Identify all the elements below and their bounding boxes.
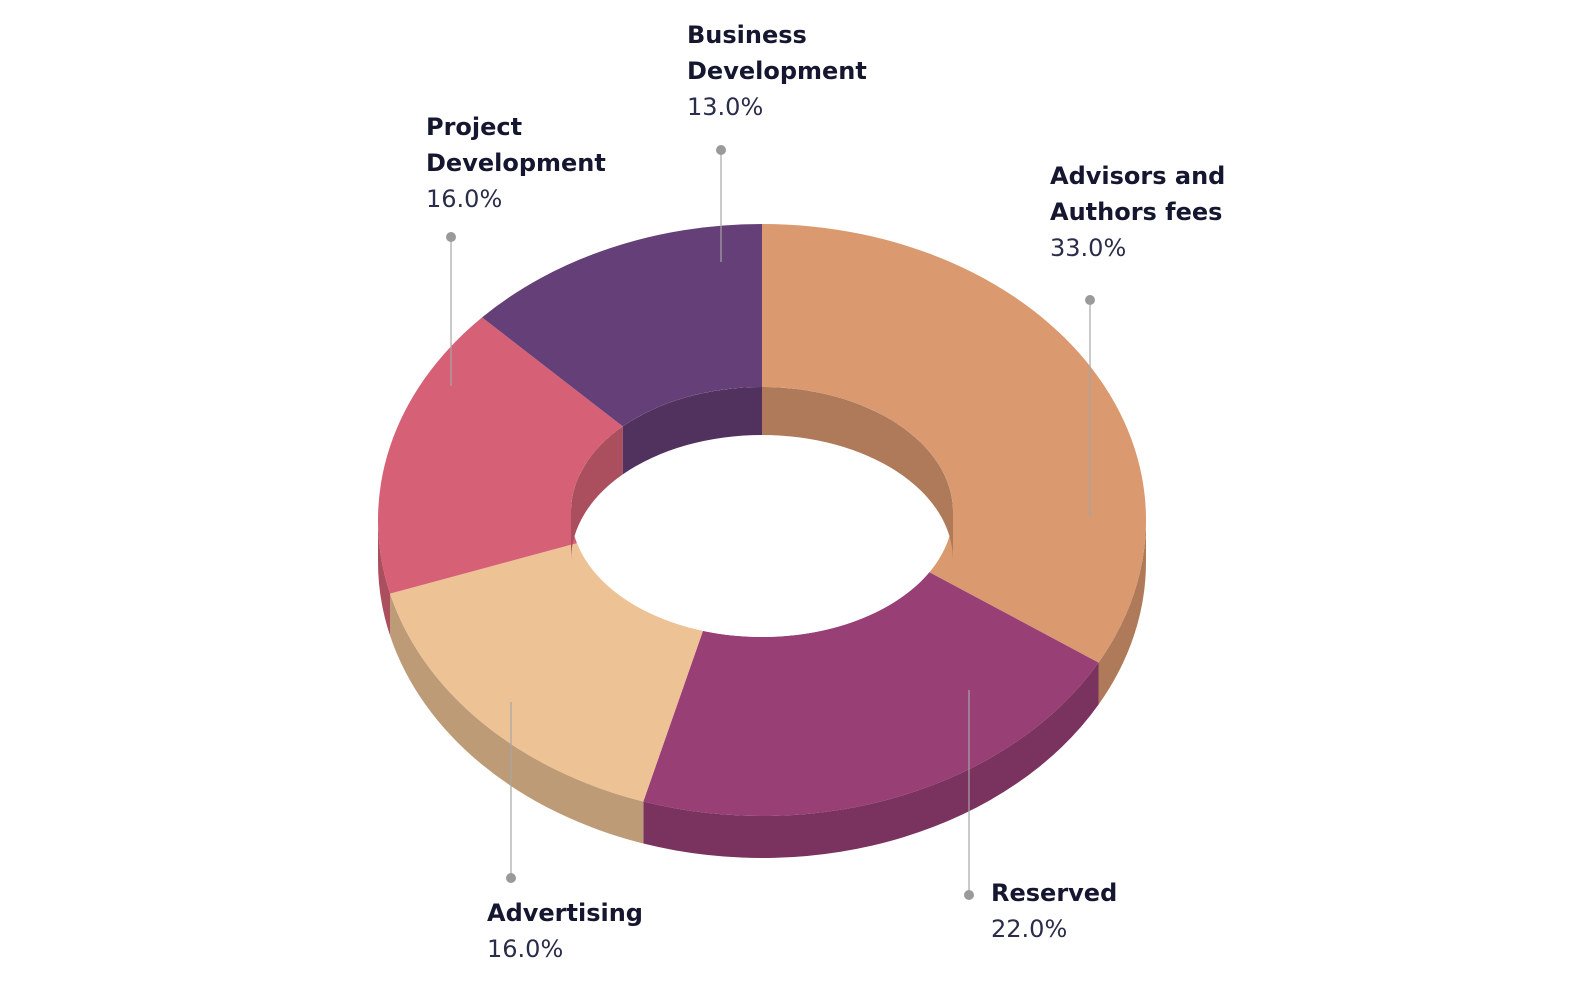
slice-label-name-1-0: Reserved (991, 879, 1117, 907)
slice-labels: Advisors and Authors fees 33.0% Reserved 22.… (426, 21, 1225, 963)
slice-label-value-2: 16.0% (487, 935, 563, 963)
slice-inner-wall-3 (571, 426, 623, 560)
slice-label-value-1: 22.0% (991, 915, 1067, 943)
slice-label-name-0-1: Authors fees (1050, 198, 1222, 226)
slice-inner-wall-0 (762, 387, 953, 560)
callout-dot-1 (964, 890, 974, 900)
slice-wall-1 (643, 662, 1099, 858)
slice-label-value-0: 33.0% (1050, 234, 1126, 262)
slice-0 (762, 224, 1146, 663)
donut-side-walls (378, 520, 1146, 858)
slice-4 (482, 224, 762, 427)
slice-label-name-2-0: Advertising (487, 899, 643, 927)
callout-dot-3 (446, 232, 456, 242)
callout-lines (446, 145, 1095, 900)
slice-label-name-3-1: Development (426, 149, 606, 177)
slice-label-name-0-0: Advisors and (1050, 162, 1225, 190)
callout-dot-0 (1085, 295, 1095, 305)
slice-3 (377, 317, 623, 594)
slice-label-value-3: 16.0% (426, 185, 502, 213)
donut-inner-walls (571, 387, 953, 637)
slice-wall-2 (390, 593, 644, 844)
slice-inner-wall-4 (622, 387, 762, 475)
slice-label-name-4-0: Business (687, 21, 807, 49)
callout-dot-4 (716, 145, 726, 155)
slice-label-value-4: 13.0% (687, 93, 763, 121)
callout-dot-2 (506, 873, 516, 883)
slice-wall-0 (1098, 520, 1146, 705)
slice-wall-3 (378, 520, 391, 636)
slice-label-name-3-0: Project (426, 113, 522, 141)
slice-label-name-4-1: Development (687, 57, 867, 85)
slice-1 (643, 572, 1099, 816)
slice-2 (390, 543, 703, 802)
donut-top-slices (377, 224, 1146, 816)
